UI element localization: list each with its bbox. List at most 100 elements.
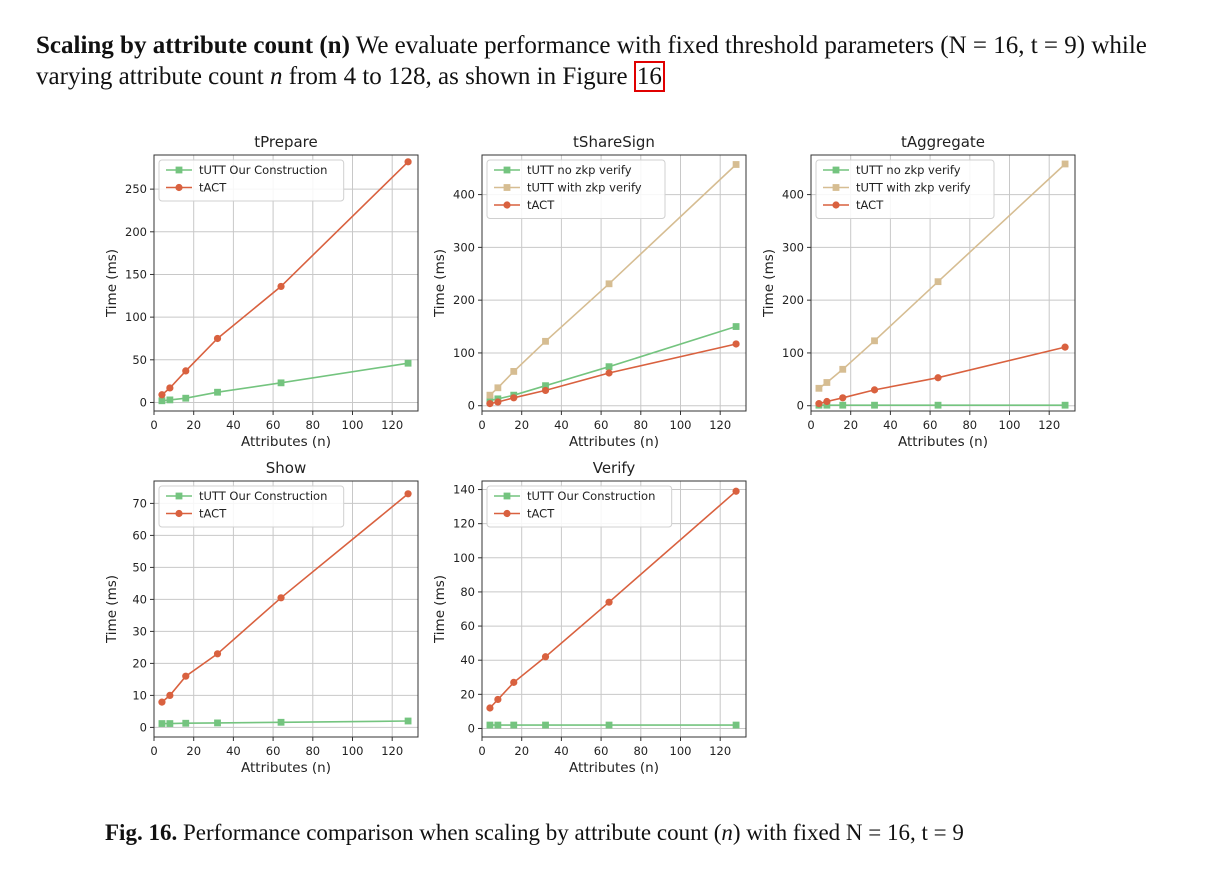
x-tick-label: 100	[342, 418, 364, 432]
x-tick-label: 120	[709, 744, 731, 758]
y-tick-label: 60	[132, 528, 147, 542]
x-tick-label: 20	[843, 418, 858, 432]
data-point	[486, 704, 494, 712]
plot-frame	[481, 480, 747, 738]
chart-verify: Verify 0 20 40 60 80 100 120 0 20 40 60 80 100 120 140 A…	[424, 456, 754, 776]
data-point	[605, 363, 613, 371]
caption-variable: n	[721, 820, 733, 845]
legend-marker	[175, 183, 183, 192]
data-point	[815, 400, 823, 408]
data-point	[1061, 343, 1069, 351]
x-tick-label: 40	[883, 418, 898, 432]
x-tick-label: 100	[342, 744, 364, 758]
data-point	[732, 323, 740, 330]
data-point	[605, 369, 613, 377]
legend-label: tUTT Our Construction	[527, 489, 655, 503]
legend-box	[486, 485, 673, 528]
x-tick-label: 0	[478, 744, 485, 758]
x-tick-label: 0	[150, 744, 157, 758]
data-point	[510, 394, 518, 402]
data-point	[494, 695, 502, 704]
data-point	[839, 401, 847, 409]
data-point	[213, 334, 222, 343]
x-tick-label: 60	[594, 418, 609, 432]
legend-box	[158, 485, 345, 528]
chart-svg: Show 0 20 40 60 80 100 120 0 10 20 30 40 50 60 70 Attrib…	[104, 459, 419, 776]
y-tick-label: 0	[468, 721, 475, 735]
x-tick-label: 80	[305, 418, 320, 432]
x-tick-label: 40	[554, 418, 569, 432]
y-tick-label: 50	[132, 353, 147, 367]
legend-box	[486, 159, 666, 219]
y-tick-label: 80	[460, 585, 475, 599]
y-tick-label: 100	[453, 551, 475, 565]
chart-title: Show	[266, 459, 306, 477]
data-point	[510, 721, 518, 729]
data-point	[541, 386, 550, 395]
y-tick-label: 40	[132, 592, 147, 606]
data-point	[404, 158, 412, 166]
y-tick-label: 10	[132, 688, 147, 702]
x-tick-label: 20	[514, 744, 529, 758]
x-axis-label: Attributes (n)	[569, 760, 659, 776]
figure-reference-link[interactable]: 16	[633, 61, 665, 92]
series-line	[161, 362, 409, 402]
legend-label: tACT	[856, 198, 884, 212]
legend-label: tACT	[527, 198, 555, 212]
x-axis-label: Attributes (n)	[241, 760, 331, 776]
chart-svg: tPrepare 0 20 40 60 80 100 120 0 50 100 150 200 250 At…	[104, 133, 419, 450]
y-axis-label: Time (ms)	[432, 249, 448, 318]
caption-text-1: Performance comparison when scaling by a…	[182, 820, 722, 845]
legend-label: tACT	[199, 181, 227, 195]
data-point	[158, 698, 166, 706]
legend-box	[815, 159, 995, 219]
data-point	[404, 717, 412, 725]
x-tick-label: 120	[709, 418, 731, 432]
y-axis-label: Time (ms)	[104, 575, 120, 644]
data-point	[815, 384, 823, 392]
paragraph-variable: n	[269, 63, 283, 90]
data-point	[182, 719, 190, 727]
x-tick-label: 60	[266, 418, 281, 432]
data-point	[1061, 401, 1069, 409]
y-tick-label: 0	[468, 399, 475, 413]
data-point	[486, 391, 494, 399]
x-tick-label: 0	[478, 418, 485, 432]
data-point	[166, 384, 174, 392]
legend-label: tUTT Our Construction	[199, 163, 327, 177]
y-tick-label: 300	[782, 240, 804, 254]
data-point	[871, 401, 878, 409]
data-point	[158, 391, 166, 399]
data-point	[605, 721, 613, 729]
plot-frame	[153, 480, 419, 738]
y-tick-label: 200	[782, 293, 804, 307]
chart-title: tPrepare	[254, 133, 318, 151]
data-point	[732, 721, 740, 729]
data-point	[934, 278, 942, 286]
data-point	[494, 398, 502, 406]
y-tick-label: 60	[460, 619, 475, 633]
y-axis-label: Time (ms)	[761, 249, 777, 318]
y-tick-label: 120	[453, 517, 475, 531]
data-point	[510, 678, 518, 686]
x-tick-label: 120	[381, 418, 403, 432]
series-line	[489, 325, 737, 402]
y-tick-label: 70	[132, 496, 147, 510]
data-point	[213, 650, 222, 658]
chart-title: tAggregate	[901, 133, 985, 151]
x-tick-label: 100	[999, 418, 1021, 432]
y-tick-label: 100	[453, 346, 475, 360]
data-point	[404, 359, 412, 367]
data-point	[182, 672, 190, 680]
legend-label: tUTT Our Construction	[199, 489, 327, 503]
x-tick-label: 20	[514, 418, 529, 432]
chart-tsharesign: tShareSign 0 20 40 60 80 100 120 0 100 200 300 400 At…	[424, 130, 754, 450]
figure-caption: Fig. 16. Performance comparison when sca…	[105, 818, 964, 848]
data-point	[870, 386, 879, 394]
legend-label: tACT	[199, 507, 227, 521]
chart-show: Show 0 20 40 60 80 100 120 0 10 20 30 40 50 60 70 Attrib…	[96, 456, 426, 776]
legend-marker	[503, 492, 511, 500]
paragraph-text-2: from 4 to 128, as shown in Figure	[282, 63, 634, 90]
data-point	[605, 598, 613, 606]
legend-marker	[832, 184, 840, 191]
